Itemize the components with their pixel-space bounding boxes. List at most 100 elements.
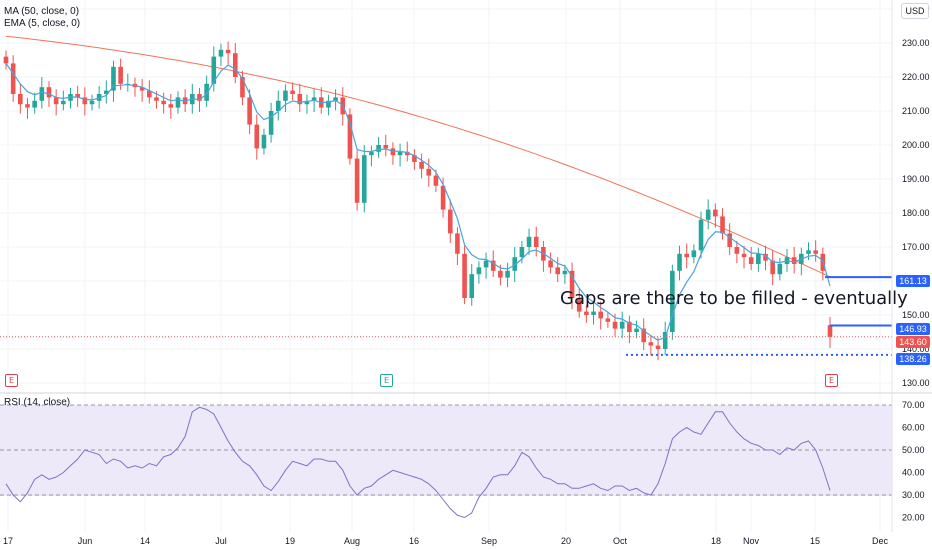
rsi-legend-label[interactable]: RSI (14, close) — [4, 397, 71, 408]
candle-body — [397, 151, 403, 156]
candle-body — [404, 151, 410, 156]
candle-body — [662, 332, 668, 349]
candle-body — [705, 209, 711, 220]
candlesticks — [3, 41, 833, 361]
candle-body — [18, 94, 23, 105]
candle-body — [361, 155, 367, 203]
price-tag-146: 146.93 — [896, 323, 930, 335]
candle-body — [476, 267, 482, 275]
candle-body — [3, 56, 9, 64]
ema-line — [5, 63, 831, 341]
candle-body — [82, 97, 88, 105]
time-tick-label: Nov — [743, 536, 760, 546]
candle-body — [483, 260, 489, 268]
candle-body — [713, 209, 718, 217]
candle-body — [146, 90, 152, 98]
candle-body — [261, 134, 267, 149]
candle-body — [720, 216, 725, 234]
ema-legend-label[interactable]: EMA (5, close, 0) — [4, 18, 81, 29]
candle-body — [512, 257, 518, 271]
earnings-icon[interactable]: E — [825, 374, 838, 387]
price-tick-label: 230.00 — [902, 38, 930, 48]
candle-body — [426, 168, 432, 176]
candle-body — [447, 209, 453, 234]
earnings-icon[interactable]: E — [5, 374, 18, 387]
candle-body — [619, 321, 625, 329]
candle-body — [770, 260, 775, 275]
time-tick-label: Dec — [872, 536, 889, 546]
candle-body — [175, 97, 181, 108]
price-tag-161: 161.13 — [896, 275, 930, 287]
price-tag-138: 138.26 — [896, 353, 930, 365]
candle-body — [605, 318, 611, 322]
candle-body — [369, 151, 374, 156]
candle-body — [455, 233, 460, 254]
candle-body — [376, 145, 381, 152]
candle-body — [763, 253, 768, 261]
candle-body — [490, 260, 496, 271]
candle-body — [655, 345, 661, 349]
time-tick-label: 20 — [561, 536, 571, 546]
candle-body — [118, 66, 123, 84]
earnings-icon[interactable]: E — [380, 374, 393, 387]
candle-body — [569, 270, 575, 298]
candle-body — [813, 250, 818, 254]
price-tick-label: 200.00 — [902, 140, 930, 150]
currency-button[interactable]: USD — [901, 3, 929, 19]
candle-body — [505, 270, 510, 278]
candle-body — [641, 328, 647, 343]
candle-body — [670, 270, 675, 332]
annotation-text[interactable]: Gaps are there to be filled - eventually — [560, 288, 908, 309]
time-tick-label: 14 — [140, 536, 150, 546]
candle-body — [419, 162, 424, 169]
price-tick-label: 150.00 — [902, 310, 930, 320]
candle-body — [139, 87, 145, 91]
candle-body — [354, 158, 360, 203]
rsi-line — [5, 406, 831, 519]
candle-body — [10, 63, 16, 94]
rsi-axis: 20.00 30.00 40.00 50.00 60.00 70.00 — [902, 400, 925, 523]
candle-body — [433, 175, 439, 186]
candle-body — [462, 253, 467, 298]
ma-legend-label[interactable]: MA (50, close, 0) — [4, 6, 80, 17]
ma-line — [5, 35, 831, 278]
candle-body — [161, 100, 166, 105]
candle-body — [104, 90, 109, 94]
candle-body — [598, 311, 604, 319]
price-tick-label: 210.00 — [902, 106, 930, 116]
rsi-tick-label: 70.00 — [902, 400, 925, 410]
ma-series — [5, 35, 831, 278]
candle-body — [734, 247, 740, 254]
candle-body — [211, 56, 217, 84]
candle-body — [154, 97, 159, 101]
rsi-tick-label: 50.00 — [902, 445, 925, 455]
candle-body — [290, 90, 295, 94]
candle-body — [25, 104, 30, 108]
candle-body — [46, 87, 52, 98]
candle-body — [562, 270, 568, 275]
candle-body — [247, 97, 252, 125]
candle-body — [168, 104, 174, 108]
time-tick-label: 15 — [810, 536, 820, 546]
candle-body — [75, 94, 80, 98]
candle-body — [218, 49, 224, 57]
candle-body — [53, 97, 59, 105]
candle-body — [89, 100, 95, 105]
candle-body — [383, 145, 389, 149]
candle-body — [225, 49, 231, 54]
candle-body — [634, 328, 639, 332]
candle-body — [791, 257, 797, 264]
candle-body — [326, 100, 331, 108]
price-tick-label: 180.00 — [902, 208, 930, 218]
candle-body — [677, 253, 682, 271]
candle-body — [533, 236, 539, 247]
rsi-series — [5, 406, 831, 519]
candle-body — [727, 233, 732, 247]
candle-body — [347, 114, 353, 159]
candle-body — [111, 66, 116, 91]
level-lines — [0, 276, 892, 356]
candle-body — [283, 90, 288, 101]
candle-body — [275, 100, 281, 111]
price-tick-label: 170.00 — [902, 242, 930, 252]
